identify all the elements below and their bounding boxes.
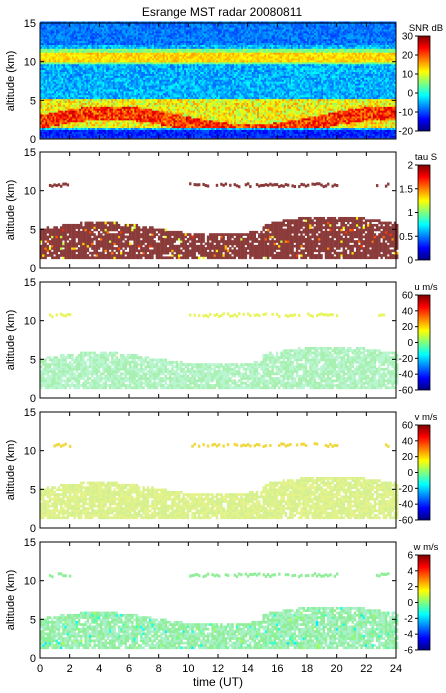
colorbar-tick-label: 60 xyxy=(402,421,414,432)
heatmap-cells xyxy=(40,412,399,528)
colorbar-tick-label: 0 xyxy=(407,89,413,100)
colorbar-tick-label: -20 xyxy=(399,484,414,495)
x-tick-label: 16 xyxy=(271,663,283,675)
colorbar-tick-label: 2 xyxy=(407,161,413,172)
x-tick-label: 24 xyxy=(390,663,402,675)
heatmap-cells xyxy=(40,152,399,268)
colorbar xyxy=(417,294,431,391)
colorbar-label: SNR dB xyxy=(409,23,443,34)
y-tick-label: 10 xyxy=(24,186,36,198)
x-tick-label: 14 xyxy=(242,663,254,675)
y-axis-label: altitude (km) xyxy=(5,51,17,112)
panel-3: 0 5 10 15 altitude (km) u m/s60 40 20 0 -20 -40 -60 xyxy=(5,277,438,405)
colorbar-tick-label: 60 xyxy=(402,291,414,302)
y-tick-label: 0 xyxy=(30,393,36,405)
x-tick-label: 8 xyxy=(156,663,162,675)
colorbar-tick-label: 40 xyxy=(402,436,414,447)
y-tick-label: 5 xyxy=(30,95,36,107)
panel-4: 0 5 10 15 altitude (km) v m/s60 40 20 0 -20 -40 -60 xyxy=(5,407,438,535)
y-axis-label: altitude (km) xyxy=(5,310,17,371)
y-tick-label: 10 xyxy=(24,57,36,69)
x-tick-label: 2 xyxy=(67,663,73,675)
heatmap-cells xyxy=(40,21,397,139)
colorbar-label: v m/s xyxy=(415,412,438,423)
colorbar-tick-label: 0.5 xyxy=(399,232,413,243)
colorbar-tick-label: -40 xyxy=(399,500,414,511)
colorbar-label: u m/s xyxy=(414,282,437,293)
heatmap-cells xyxy=(40,542,399,658)
x-tick-label: 6 xyxy=(126,663,132,675)
y-tick-label: 10 xyxy=(24,446,36,458)
x-tick-label: 4 xyxy=(96,663,102,675)
colorbar-tick-label: -60 xyxy=(399,516,414,527)
colorbar xyxy=(417,35,431,132)
y-tick-label: 0 xyxy=(30,134,36,146)
y-tick-label: 5 xyxy=(30,354,36,366)
colorbar-tick-label: -6 xyxy=(404,646,413,657)
panel-2: 0 5 10 15 altitude (km) tau S2 1.5 1 0.5 0 xyxy=(5,147,437,275)
colorbar-tick-label: 0 xyxy=(407,338,413,349)
x-tick-label: 22 xyxy=(360,663,372,675)
y-tick-label: 10 xyxy=(24,576,36,588)
colorbar-tick-label: 10 xyxy=(402,70,414,81)
y-tick-label: 0 xyxy=(30,653,36,665)
colorbar xyxy=(417,554,431,651)
colorbar-tick-label: 20 xyxy=(402,322,414,333)
y-tick-label: 15 xyxy=(24,277,36,289)
colorbar-tick-label: 1 xyxy=(407,208,413,219)
x-tick-label: 20 xyxy=(331,663,343,675)
y-tick-label: 15 xyxy=(24,407,36,419)
colorbar-tick-label: 6 xyxy=(407,551,413,562)
y-tick-label: 5 xyxy=(30,614,36,626)
colorbar-tick-label: 2 xyxy=(407,582,413,593)
colorbar-tick-label: -40 xyxy=(399,370,414,381)
colorbar-tick-label: -60 xyxy=(399,386,414,397)
colorbar-tick-label: 0 xyxy=(407,598,413,609)
x-tick-label: 18 xyxy=(301,663,313,675)
y-axis-label: altitude (km) xyxy=(5,570,17,631)
y-tick-label: 0 xyxy=(30,263,36,275)
colorbar-label: tau S xyxy=(415,152,437,163)
y-tick-label: 5 xyxy=(30,484,36,496)
x-tick-label: 10 xyxy=(182,663,194,675)
heatmap-cells xyxy=(40,282,399,398)
y-tick-label: 15 xyxy=(24,537,36,549)
colorbar xyxy=(417,424,431,521)
x-tick-label: 12 xyxy=(212,663,224,675)
colorbar-tick-label: 0 xyxy=(407,468,413,479)
colorbar-tick-label: 20 xyxy=(402,51,414,62)
colorbar-tick-label: 0 xyxy=(407,256,413,267)
y-axis-label: altitude (km) xyxy=(5,180,17,241)
colorbar-tick-label: -10 xyxy=(399,108,414,119)
colorbar-label: w m/s xyxy=(413,542,439,553)
x-axis-label: time (UT) xyxy=(193,675,243,689)
y-tick-label: 10 xyxy=(24,316,36,328)
figure-title: Esrange MST radar 20080811 xyxy=(142,5,303,19)
x-tick-label: 0 xyxy=(37,663,43,675)
y-tick-label: 15 xyxy=(24,18,36,30)
colorbar-tick-label: -20 xyxy=(399,354,414,365)
colorbar-tick-label: -4 xyxy=(404,630,413,641)
colorbar-tick-label: 30 xyxy=(402,32,414,43)
colorbar-tick-label: -2 xyxy=(404,614,413,625)
y-tick-label: 15 xyxy=(24,147,36,159)
colorbar-tick-label: 20 xyxy=(402,452,414,463)
colorbar xyxy=(417,164,431,261)
colorbar-tick-label: -20 xyxy=(399,127,414,138)
colorbar-tick-label: 4 xyxy=(407,566,413,577)
colorbar-tick-label: 40 xyxy=(402,306,414,317)
y-axis-label: altitude (km) xyxy=(5,440,17,501)
colorbar-tick-label: 1.5 xyxy=(399,184,413,195)
y-tick-label: 5 xyxy=(30,224,36,236)
y-tick-label: 0 xyxy=(30,523,36,535)
